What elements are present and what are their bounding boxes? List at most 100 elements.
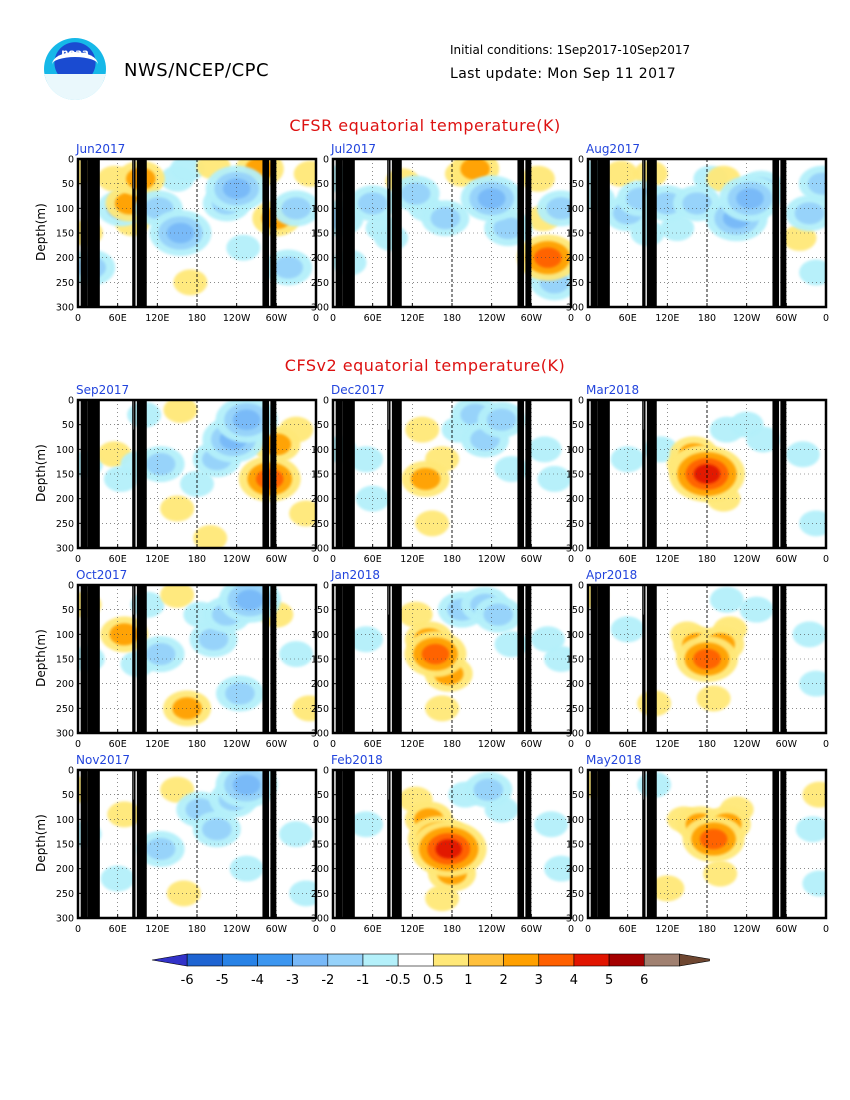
anomaly-contour [795, 816, 826, 843]
land-mask [780, 770, 787, 918]
anomaly-contour [279, 641, 314, 668]
anomaly-contour [473, 778, 504, 801]
y-tick-label: 150 [56, 229, 74, 240]
x-tick-label: 60E [109, 924, 127, 935]
x-tick-label: 120E [145, 739, 169, 750]
y-tick-label: 200 [311, 253, 329, 264]
y-tick-label: 200 [311, 864, 329, 875]
anomaly-contour [527, 436, 562, 463]
x-tick-label: 120W [223, 313, 251, 324]
x-tick-label: 60W [776, 554, 798, 565]
anomaly-contour [794, 202, 825, 225]
x-tick-label: 180 [188, 554, 206, 565]
panel-title: Nov2017 [76, 753, 130, 767]
x-tick-label: 0 [823, 924, 829, 935]
colorbar-label: -4 [251, 973, 264, 988]
land-mask [597, 400, 610, 548]
y-tick-label: 100 [566, 815, 584, 826]
y-tick-label: 0 [323, 396, 329, 407]
anomaly-contour [435, 839, 462, 859]
y-tick-label: 50 [317, 420, 329, 431]
colorbar-swatch [222, 953, 258, 967]
y-tick-label: 100 [311, 204, 329, 215]
x-tick-label: 120E [145, 554, 169, 565]
y-tick-label: 150 [311, 840, 329, 851]
y-tick-label: 250 [566, 704, 584, 715]
x-tick-label: 60E [364, 554, 382, 565]
anomaly-contour [349, 446, 384, 473]
anomaly-contour [236, 589, 264, 611]
land-mask [87, 400, 100, 548]
x-tick-label: 0 [585, 554, 591, 565]
anomaly-contour [425, 695, 460, 722]
anomaly-contour [709, 586, 744, 613]
anomaly-contour [400, 182, 431, 205]
land-mask [270, 400, 277, 548]
land-mask [525, 400, 532, 548]
x-tick-label: 60W [521, 313, 543, 324]
initial-conditions: Initial conditions: 1Sep2017-10Sep2017 [450, 43, 691, 57]
x-tick-label: 0 [75, 739, 81, 750]
land-mask [393, 770, 402, 918]
land-mask [335, 770, 343, 918]
x-tick-label: 0 [823, 313, 829, 324]
y-tick-label: 250 [56, 889, 74, 900]
land-mask [590, 770, 598, 918]
anomaly-contour [163, 400, 198, 423]
anomaly-contour [405, 416, 440, 443]
x-tick-label: 60W [521, 739, 543, 750]
y-axis-label: Depth(m) [34, 629, 48, 687]
colorbar-label: -0.5 [385, 973, 410, 988]
anomaly-contour [421, 643, 450, 665]
colorbar-swatch [468, 953, 504, 967]
colorbar-swatch [292, 953, 329, 967]
colorbar-label: 2 [499, 973, 507, 988]
y-tick-label: 50 [317, 790, 329, 801]
panel-title: Apr2018 [586, 568, 638, 582]
colorbar-swatch [257, 953, 293, 967]
anomaly-contour [534, 811, 569, 838]
y-tick-label: 250 [566, 519, 584, 530]
y-tick-label: 300 [311, 914, 329, 925]
x-tick-label: 0 [585, 739, 591, 750]
land-mask [517, 585, 525, 733]
anomaly-contour [198, 628, 229, 651]
anomaly-contour [425, 885, 460, 912]
anomaly-contour [145, 837, 176, 861]
x-tick-label: 120W [478, 313, 506, 324]
colorbar-swatch [679, 953, 710, 967]
x-tick-label: 0 [330, 313, 336, 324]
anomaly-contour [746, 426, 781, 453]
land-mask [393, 159, 402, 307]
anomaly-contour [222, 178, 251, 199]
land-mask [270, 770, 277, 918]
y-axis-label: Depth(m) [34, 814, 48, 872]
colorbar-label: -6 [181, 973, 194, 988]
y-tick-label: 0 [68, 766, 74, 777]
anomaly-contour [349, 626, 384, 653]
y-tick-label: 200 [56, 253, 74, 264]
y-tick-label: 0 [578, 155, 584, 166]
y-tick-label: 150 [566, 229, 584, 240]
panel-title: Feb2018 [331, 753, 383, 767]
anomaly-contour [693, 648, 721, 670]
x-tick-label: 120W [733, 924, 761, 935]
land-mask [517, 159, 525, 307]
y-tick-label: 0 [68, 155, 74, 166]
y-tick-label: 200 [566, 494, 584, 505]
anomaly-contour [226, 234, 261, 261]
land-mask [772, 159, 780, 307]
y-tick-label: 300 [566, 914, 584, 925]
y-tick-label: 0 [578, 766, 584, 777]
x-tick-label: 0 [568, 313, 574, 324]
land-mask [393, 585, 402, 733]
y-tick-label: 100 [566, 630, 584, 641]
land-mask [138, 585, 147, 733]
x-tick-label: 0 [823, 739, 829, 750]
y-tick-label: 50 [62, 420, 74, 431]
y-tick-label: 50 [572, 605, 584, 616]
